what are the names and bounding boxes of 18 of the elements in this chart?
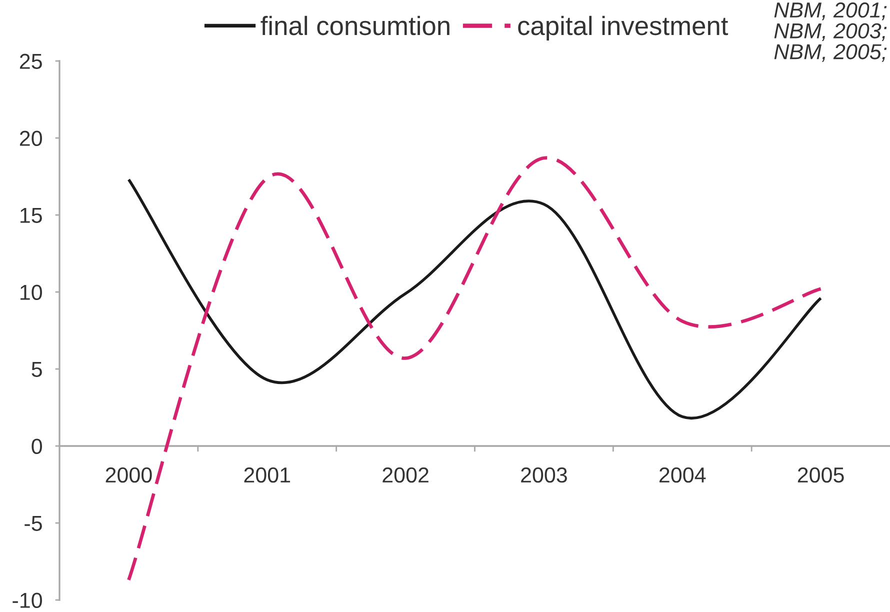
y-tick-label: 20 — [20, 130, 42, 146]
legend-label: capital investment — [518, 16, 728, 40]
line-series — [127, 178, 822, 419]
legend-label: final consumtion — [260, 16, 450, 36]
y-tick-label: 10 — [20, 284, 42, 300]
y-tick-label: 15 — [20, 208, 42, 224]
y-tick-label: -10 — [12, 592, 42, 608]
y-tick-label: 5 — [32, 362, 42, 378]
x-tick-label: 2000 — [106, 467, 152, 483]
x-tick-label: 2003 — [521, 467, 567, 483]
y-tick-label: 0 — [32, 438, 42, 454]
x-tick-label: 2005 — [798, 467, 844, 483]
y-tick-label: -5 — [24, 516, 42, 532]
annotation: NBM, 2001; NBM, 2003; NBM, 2005; — [774, 2, 887, 62]
x-tick-label: 2002 — [382, 467, 428, 483]
x-tick-label: 2001 — [244, 467, 290, 483]
y-tick-label: 25 — [20, 54, 42, 70]
x-tick-label: 2004 — [660, 467, 706, 483]
